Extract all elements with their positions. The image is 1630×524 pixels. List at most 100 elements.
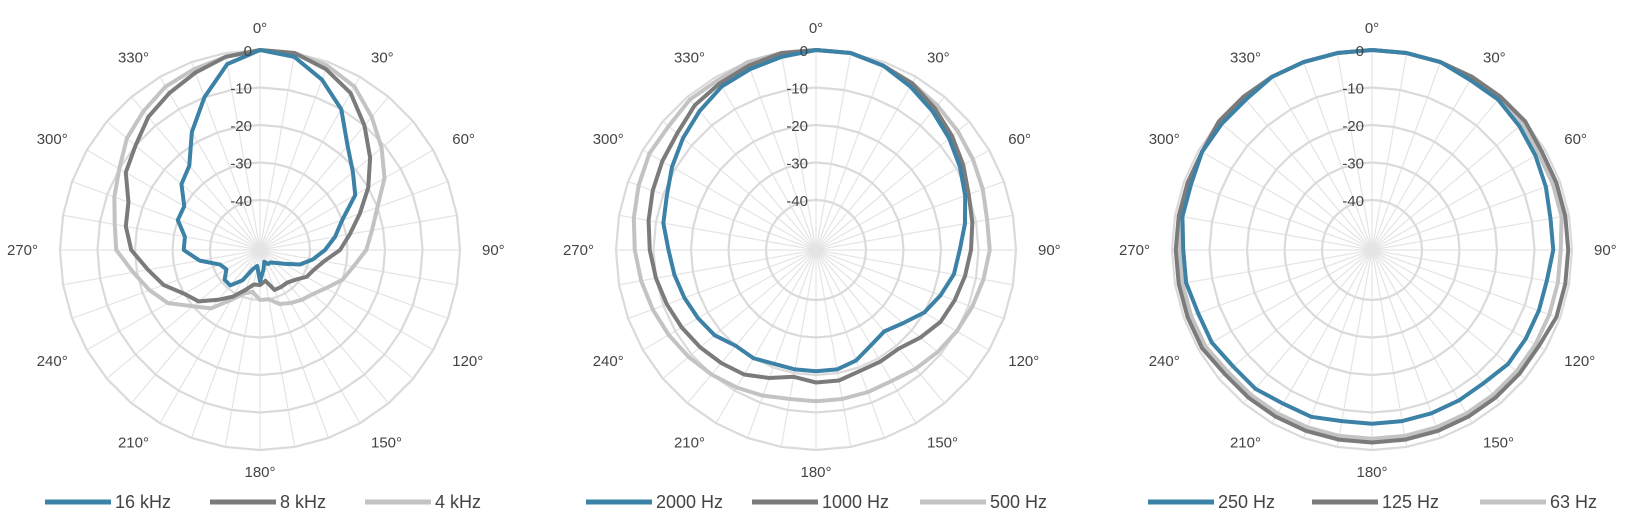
radial-tick-label: -20: [786, 118, 808, 135]
angle-spoke: [780, 52, 817, 251]
legend-label: 1000 Hz: [822, 492, 889, 512]
legend: 2000 Hz 1000 Hz 500 Hz: [586, 492, 1047, 512]
angle-label: 60°: [1008, 131, 1031, 148]
angle-spoke: [259, 149, 434, 251]
angle-spoke: [191, 249, 261, 439]
angle-spoke: [1336, 52, 1373, 251]
radial-tick-label: 0: [800, 43, 808, 60]
radial-tick-label: -30: [230, 156, 252, 173]
angle-spoke: [1371, 249, 1570, 286]
angle-spoke: [62, 214, 261, 251]
angle-spoke: [1371, 52, 1408, 251]
angle-label: 120°: [1008, 353, 1039, 370]
angle-spoke: [1371, 96, 1502, 251]
angle-spoke: [815, 249, 1014, 286]
angle-spoke: [618, 214, 817, 251]
angle-spoke: [259, 249, 390, 404]
legend-label: 500 Hz: [990, 492, 1047, 512]
angle-spoke: [1218, 249, 1373, 380]
angle-spoke: [715, 249, 817, 424]
angle-spoke: [62, 249, 261, 286]
angle-grid: [60, 50, 460, 450]
angle-spoke: [815, 52, 852, 251]
angle-spoke: [259, 181, 449, 251]
angle-spoke: [1371, 76, 1473, 251]
angle-label: 30°: [927, 50, 950, 67]
angle-label: 300°: [37, 131, 68, 148]
radial-ring: [1170, 48, 1574, 452]
radial-tick-label: -20: [230, 118, 252, 135]
angle-spoke: [1371, 214, 1570, 251]
angle-grid: [1172, 50, 1572, 450]
angle-label: 270°: [563, 242, 594, 259]
angle-label: 330°: [118, 50, 149, 67]
angle-spoke: [815, 181, 1005, 251]
angle-spoke: [815, 249, 885, 439]
series-line-1: [1180, 48, 1556, 426]
angle-label: 240°: [593, 353, 624, 370]
angle-spoke: [627, 249, 817, 319]
angle-spoke: [1198, 249, 1373, 351]
angle-spoke: [815, 61, 885, 251]
radial-tick-label: 0: [244, 43, 252, 60]
angle-grid: [616, 50, 1016, 450]
angle-label: 270°: [7, 242, 38, 259]
legend: 250 Hz 125 Hz 63 Hz: [1148, 492, 1597, 512]
angle-label: 150°: [1483, 434, 1514, 451]
angle-spoke: [1174, 214, 1373, 251]
angle-spoke: [259, 249, 329, 439]
legend-label: 16 kHz: [115, 492, 171, 512]
legend-label: 8 kHz: [280, 492, 326, 512]
angle-spoke: [1371, 249, 1526, 380]
angle-spoke: [1303, 249, 1373, 439]
angle-spoke: [1198, 149, 1373, 251]
angle-spoke: [1371, 249, 1473, 424]
angle-spoke: [815, 120, 970, 251]
angle-spoke: [259, 76, 361, 251]
radial-ring: [614, 48, 1018, 452]
legend-label: 250 Hz: [1218, 492, 1275, 512]
legend-label: 4 kHz: [435, 492, 481, 512]
angle-label: 240°: [37, 353, 68, 370]
radial-tick-label: -10: [230, 81, 252, 98]
angle-spoke: [627, 181, 817, 251]
angle-label: 210°: [674, 434, 705, 451]
angle-spoke: [259, 249, 434, 351]
radial-tick-label: -30: [786, 156, 808, 173]
radial-tick-label: 0: [1356, 43, 1364, 60]
polar-chart-3: 0 -10 -20 -30 -40 0° 30° 60° 90° 120° 150° 180° 210°…: [1119, 20, 1617, 512]
angle-spoke: [815, 249, 946, 404]
angle-label: 30°: [371, 50, 394, 67]
angle-spoke: [259, 96, 390, 251]
angle-label: 60°: [452, 131, 475, 148]
angle-spoke: [259, 120, 414, 251]
angle-spoke: [618, 249, 817, 286]
angle-spoke: [1371, 149, 1546, 251]
legend: 16 kHz 8 kHz 4 kHz: [45, 492, 481, 512]
angle-spoke: [259, 249, 458, 286]
angle-spoke: [259, 214, 458, 251]
angle-spoke: [71, 181, 261, 251]
angle-spoke: [815, 96, 946, 251]
radial-tick-label: -40: [1342, 193, 1364, 210]
angle-label: 30°: [1483, 50, 1506, 67]
angle-spoke: [1242, 249, 1373, 404]
angle-label: 90°: [1038, 242, 1061, 259]
legend-label: 125 Hz: [1382, 492, 1439, 512]
radial-tick-label: -10: [786, 81, 808, 98]
radial-ring: [727, 161, 905, 339]
angle-label: 150°: [927, 434, 958, 451]
angle-label: 90°: [1594, 242, 1617, 259]
angle-spoke: [815, 249, 917, 424]
angle-label: 300°: [1149, 131, 1180, 148]
angle-spoke: [1371, 249, 1546, 351]
radial-ring: [1320, 198, 1424, 302]
polar-chart-1: 0 -10 -20 -30 -40 0° 30° 60° 90° 120° 150° 180° 210°…: [7, 20, 505, 512]
angle-spoke: [259, 61, 329, 251]
angle-spoke: [1183, 249, 1373, 319]
angle-spoke: [662, 120, 817, 251]
angle-spoke: [191, 61, 261, 251]
angle-label: 270°: [1119, 242, 1150, 259]
angle-spoke: [1218, 120, 1373, 251]
